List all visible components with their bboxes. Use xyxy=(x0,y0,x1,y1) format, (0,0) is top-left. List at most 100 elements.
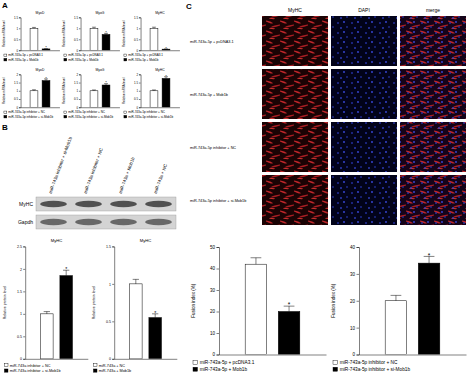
y-tick: 0.5 xyxy=(134,97,141,101)
y-axis-line xyxy=(19,75,21,108)
legend-label: miR-743a + Mob1b xyxy=(99,369,131,373)
y-tick: 10 xyxy=(210,331,219,336)
blot-row-label: Gapdh xyxy=(18,219,33,225)
y-tick-label: 2 xyxy=(76,73,78,77)
y-tick: 2 xyxy=(20,268,25,272)
bar xyxy=(245,264,267,354)
y-tick-label: 0.5 xyxy=(14,97,18,101)
y-tick: 50 xyxy=(210,245,219,250)
y-tick-label: 0 xyxy=(20,357,22,361)
micrograph xyxy=(400,122,466,172)
y-tick-label: 0.5 xyxy=(134,97,138,101)
legend-swatch xyxy=(333,367,338,371)
annotations: * xyxy=(105,30,107,35)
y-tick-label: 30 xyxy=(350,272,356,277)
legend-label: miR-743a-5p + pcDNA3.1 xyxy=(200,360,255,365)
chart-title: MyHC xyxy=(155,68,165,72)
error-bar xyxy=(32,89,36,91)
y-tick: 0 xyxy=(212,352,219,357)
y-axis: 00.511.5 xyxy=(106,245,115,361)
y-tick: 30 xyxy=(350,272,359,277)
panel-b: miR-743a inhibitor + si-Mob1b miR-743a in… xyxy=(3,136,177,373)
y-tick-label: 1 xyxy=(16,27,18,31)
legend-swatch xyxy=(193,360,198,364)
x-axis-line xyxy=(220,355,327,356)
y-tick-mark xyxy=(112,284,114,285)
y-tick: 40 xyxy=(350,245,359,250)
x-axis xyxy=(141,50,180,51)
y-tick-label: 1 xyxy=(20,312,22,316)
bar xyxy=(150,91,158,107)
y-tick-label: 1 xyxy=(76,89,78,93)
y-tick-mark xyxy=(79,74,81,75)
x-axis-line xyxy=(115,359,178,360)
error-cap xyxy=(32,89,36,90)
y-tick-mark xyxy=(139,107,141,108)
y-tick-mark xyxy=(23,359,25,360)
y-axis: 010203040 xyxy=(350,245,360,358)
legend-swatch xyxy=(93,364,97,367)
x-axis xyxy=(360,355,467,356)
y-tick-label: 0.5 xyxy=(74,38,78,42)
y-axis: 00.511.52 xyxy=(134,73,141,110)
y-axis-title: Relative mRNA level xyxy=(2,20,6,47)
row-label: miR-743a-5p + pcDNA3.1 xyxy=(190,40,234,44)
y-tick-label: 0 xyxy=(76,106,78,110)
significance: * xyxy=(45,46,47,51)
y-tick: 1.5 xyxy=(134,81,141,85)
chart-title: MyoD xyxy=(36,11,45,15)
chart: MyHCRelative protein level00.511.5*miR-7… xyxy=(92,238,177,373)
micrograph xyxy=(331,122,397,172)
y-tick-mark xyxy=(112,246,114,247)
legend-label: miR-743a-5p + Mob1b xyxy=(200,367,248,372)
y-tick-mark xyxy=(139,17,141,18)
y-axis-title: Relative protein level xyxy=(92,286,96,320)
x-axis-line xyxy=(26,359,89,360)
bar xyxy=(278,312,300,355)
error-cap xyxy=(152,27,156,28)
micrograph xyxy=(262,16,328,66)
y-tick-mark xyxy=(217,290,220,291)
legend-swatch xyxy=(124,111,127,114)
x-axis-line xyxy=(21,50,60,51)
plot-area xyxy=(130,279,162,358)
legend-label: miR-743a-5p inhibitor + si-Mob1b xyxy=(68,115,113,119)
legend-swatch xyxy=(64,111,67,114)
annotations: * xyxy=(428,252,431,259)
lane-label: miR-743a inhibitor + si-Mob1b xyxy=(48,136,73,195)
y-tick-label: 1.5 xyxy=(134,16,138,20)
blot-band xyxy=(110,219,137,225)
chart: MyoDRelative mRNA level00.511.52*miR-743… xyxy=(2,68,60,119)
y-tick-label: 1 xyxy=(136,89,138,93)
legend: miR-743a-5p inhibitor + NCmiR-743a-5p in… xyxy=(333,360,410,372)
lane-label: miR-743a + Mob1b xyxy=(118,156,136,194)
micrograph xyxy=(400,16,466,66)
x-axis xyxy=(81,107,120,108)
x-axis xyxy=(26,359,89,360)
legend: miR-743a-5p inhibitor + NCmiR-743a-5p in… xyxy=(64,110,114,118)
error-cap xyxy=(391,295,402,296)
y-tick: 0.5 xyxy=(74,38,81,42)
blot-band xyxy=(40,219,67,225)
x-axis-line xyxy=(21,107,60,108)
y-tick: 1.5 xyxy=(74,81,81,85)
micrograph xyxy=(400,175,466,225)
annotations: * xyxy=(165,74,167,79)
significance: * xyxy=(45,76,47,81)
bar xyxy=(385,301,407,355)
y-tick-mark xyxy=(19,91,21,92)
legend-label: miR-743a inhibitor + si-Mob1b xyxy=(10,369,61,373)
y-tick-mark xyxy=(139,91,141,92)
y-tick-label: 50 xyxy=(210,245,216,250)
error-cap xyxy=(32,27,36,28)
blot-band xyxy=(75,201,102,207)
y-tick-label: 1.5 xyxy=(74,16,78,20)
y-tick-label: 2 xyxy=(16,73,18,77)
y-tick: 0 xyxy=(352,352,359,357)
y-tick: 0 xyxy=(76,49,80,53)
annotations: * xyxy=(105,81,107,86)
y-tick: 1.5 xyxy=(17,290,25,294)
y-tick: 0 xyxy=(76,106,80,110)
y-tick-label: 40 xyxy=(350,245,356,250)
y-tick-mark xyxy=(139,83,141,84)
